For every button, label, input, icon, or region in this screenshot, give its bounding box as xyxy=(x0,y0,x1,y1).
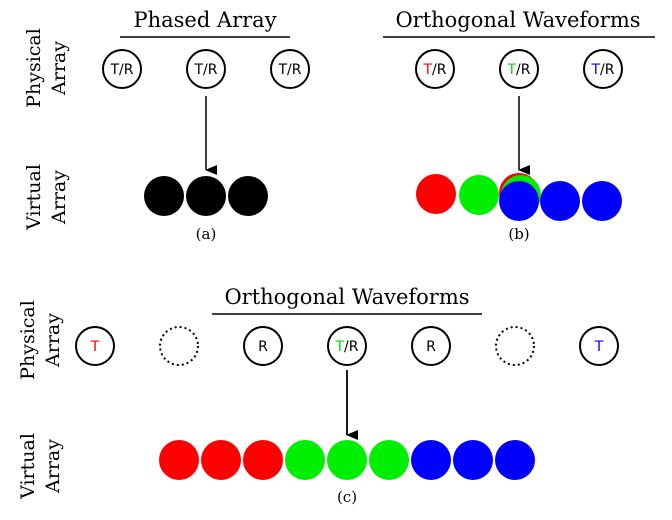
element-label-part: R xyxy=(258,339,268,355)
virtual-element xyxy=(144,176,184,216)
virtual-element xyxy=(369,440,409,480)
element-circle xyxy=(411,326,451,366)
element-circle xyxy=(243,326,283,366)
virtual-label-top: Virtual xyxy=(23,164,45,231)
virtual-element xyxy=(416,174,456,214)
virtual-element xyxy=(243,440,283,480)
array-element: T/R xyxy=(270,49,310,89)
element-label: T/R xyxy=(110,62,134,78)
element-label: T/R xyxy=(506,62,530,78)
element-circle xyxy=(75,326,115,366)
virtual-element xyxy=(186,176,226,216)
virtual-element xyxy=(201,440,241,480)
element-label-part: T/R xyxy=(194,62,218,78)
array-element xyxy=(495,326,535,366)
element-label-part: T/R xyxy=(278,62,302,78)
array-element xyxy=(159,326,199,366)
virtual-element xyxy=(582,181,622,221)
element-circle xyxy=(583,49,623,89)
element-label-part: T xyxy=(334,339,344,355)
element-label-part: T xyxy=(90,339,100,355)
element-label-part: T xyxy=(594,339,604,355)
panel-a-caption: (a) xyxy=(196,225,217,243)
element-label-part: T xyxy=(590,62,600,78)
virtual-element xyxy=(459,175,499,215)
element-label-part: /R xyxy=(516,62,531,78)
element-label: T xyxy=(90,339,100,355)
virtual-element xyxy=(495,440,535,480)
element-label-part: T/R xyxy=(110,62,134,78)
panel-c: Orthogonal Waveforms T R T/R R T (c) xyxy=(75,285,619,506)
element-label: T/R xyxy=(422,62,446,78)
virtual-element xyxy=(285,440,325,480)
panel-a-title: Phased Array xyxy=(133,8,276,32)
array-element: T xyxy=(75,326,115,366)
empty-element-circle xyxy=(495,326,535,366)
row-label-physical-bottom: Physical Array xyxy=(17,300,64,380)
virtual-element xyxy=(159,440,199,480)
element-label: T xyxy=(594,339,604,355)
array-element: T/R xyxy=(583,49,623,89)
element-circle xyxy=(415,49,455,89)
virtual-element xyxy=(499,181,539,221)
element-circle xyxy=(579,326,619,366)
array-label-physical-top: Array xyxy=(48,41,70,96)
array-element: T/R xyxy=(327,326,367,366)
virtual-label-bottom: Virtual xyxy=(17,433,39,500)
virtual-element xyxy=(540,181,580,221)
element-label-part: R xyxy=(426,339,436,355)
element-label-part: /R xyxy=(344,339,359,355)
empty-element-circle xyxy=(159,326,199,366)
virtual-element xyxy=(453,440,493,480)
row-label-virtual-bottom: Virtual Array xyxy=(17,433,64,500)
element-label: T/R xyxy=(590,62,614,78)
element-label: T/R xyxy=(334,339,358,355)
panel-b-title: Orthogonal Waveforms xyxy=(395,8,640,32)
virtual-element xyxy=(327,440,367,480)
panel-b-caption: (b) xyxy=(508,225,529,243)
panel-a-virtual-array xyxy=(144,176,268,216)
panel-a: Phased Array T/R T/R T/R (a) xyxy=(102,8,310,243)
element-circle xyxy=(499,49,539,89)
element-label: T/R xyxy=(194,62,218,78)
element-label-part: T xyxy=(422,62,432,78)
element-label: R xyxy=(258,339,268,355)
array-element: T/R xyxy=(186,49,226,89)
element-label: T/R xyxy=(278,62,302,78)
physical-label-top: Physical xyxy=(23,28,45,108)
array-label-virtual-bottom: Array xyxy=(42,439,64,494)
element-label-part: T xyxy=(506,62,516,78)
panel-c-title: Orthogonal Waveforms xyxy=(224,285,469,309)
array-element: R xyxy=(411,326,451,366)
element-label-part: /R xyxy=(600,62,615,78)
panel-c-physical-array: T R T/R R T xyxy=(75,326,619,366)
panel-b: Orthogonal Waveforms T/R T/R T/R (b) xyxy=(383,8,655,243)
element-circle xyxy=(327,326,367,366)
array-label-virtual-top: Array xyxy=(48,170,70,225)
array-element: T/R xyxy=(102,49,142,89)
panel-c-caption: (c) xyxy=(337,488,357,506)
panel-b-physical-array: T/R T/R T/R xyxy=(415,49,623,89)
panel-c-virtual-array xyxy=(159,440,535,480)
element-circle xyxy=(270,49,310,89)
panel-a-physical-array: T/R T/R T/R xyxy=(102,49,310,89)
physical-label-bottom: Physical xyxy=(17,300,39,380)
array-element: T/R xyxy=(415,49,455,89)
array-element: R xyxy=(243,326,283,366)
element-circle xyxy=(186,49,226,89)
array-label-physical-bottom: Array xyxy=(42,313,64,368)
row-label-virtual-top: Virtual Array xyxy=(23,164,70,231)
element-label-part: /R xyxy=(432,62,447,78)
virtual-element xyxy=(228,176,268,216)
array-element: T xyxy=(579,326,619,366)
array-element: T/R xyxy=(499,49,539,89)
virtual-element xyxy=(411,440,451,480)
element-label: R xyxy=(426,339,436,355)
element-circle xyxy=(102,49,142,89)
row-label-physical-top: Physical Array xyxy=(23,28,70,108)
panel-b-virtual-array xyxy=(416,173,622,221)
